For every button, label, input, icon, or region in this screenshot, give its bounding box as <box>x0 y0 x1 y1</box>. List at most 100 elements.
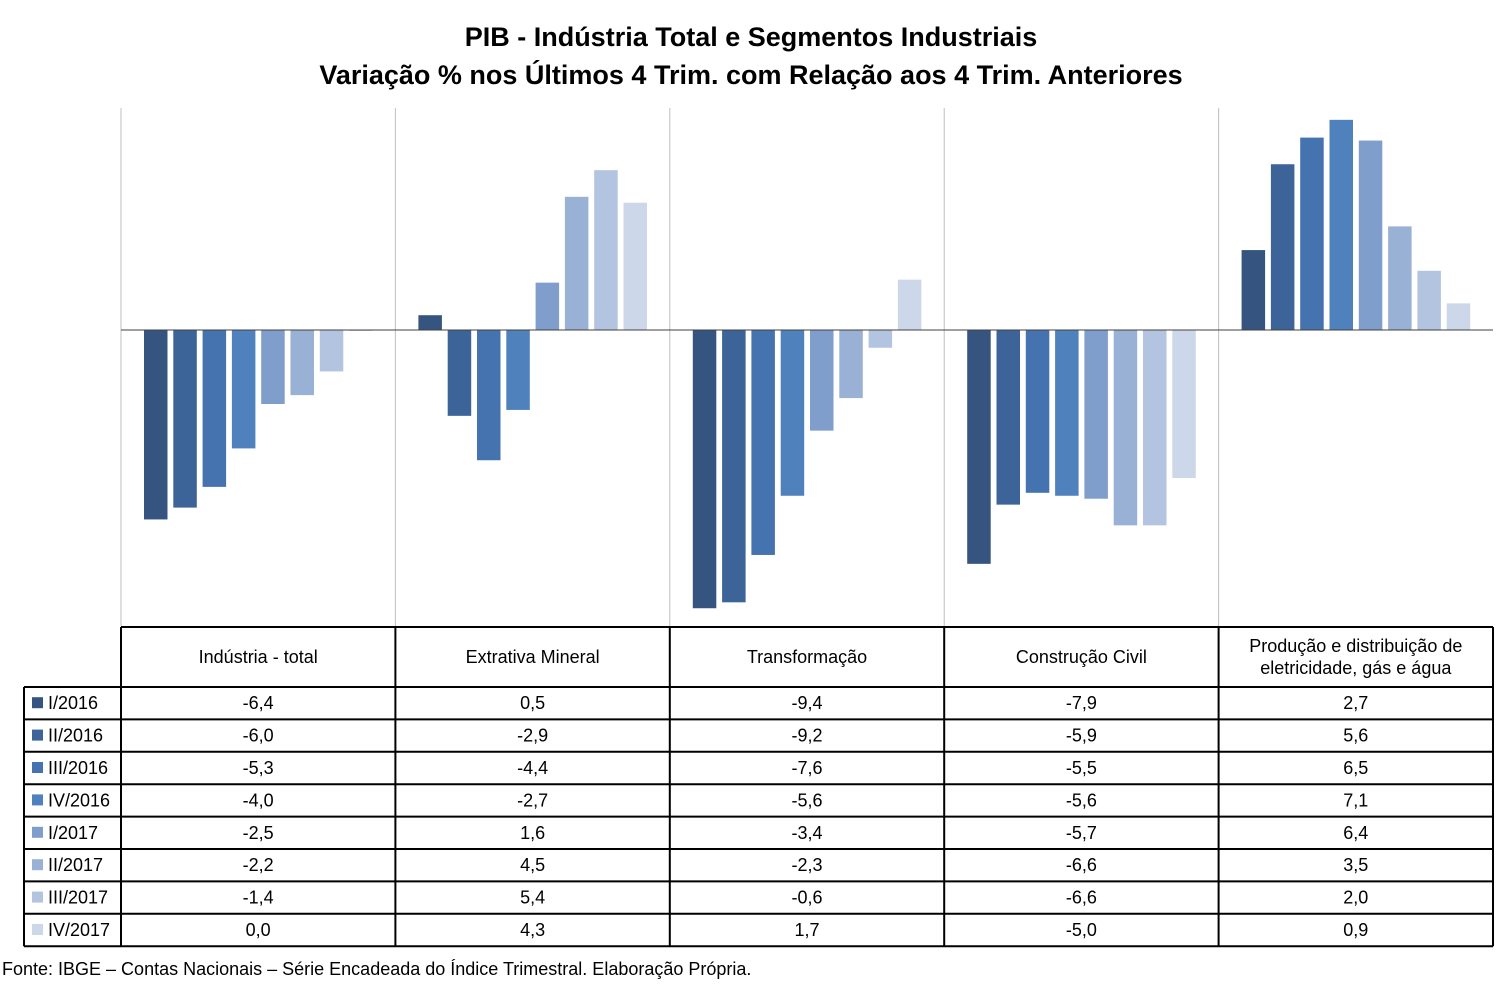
data-value-i-2017-industria-total: -2,5 <box>243 823 274 843</box>
bar-iv-2017-construcao-civil <box>1172 330 1196 478</box>
data-value-iv-2016-extrativa-mineral: -2,7 <box>517 790 548 810</box>
bar-ii-2016-extrativa-mineral <box>447 330 472 416</box>
legend-swatch-iii-2016 <box>32 762 43 773</box>
bar-i-2016-producao-e-distribuicao-de-eletricidade-gas-e-agua <box>1241 250 1266 330</box>
data-value-iv-2017-extrativa-mineral: 4,3 <box>520 920 545 940</box>
category-label: Construção Civil <box>1016 647 1147 667</box>
data-value-iv-2016-transformacao: -5,6 <box>791 790 822 810</box>
bar-i-2017-construcao-civil <box>1084 330 1108 499</box>
series-name-i-2017: I/2017 <box>48 823 98 843</box>
bar-i-2017-producao-e-distribuicao-de-eletricidade-gas-e-agua <box>1358 140 1383 330</box>
legend-swatch-ii-2017 <box>32 859 43 871</box>
bar-ii-2017-extrativa-mineral <box>564 196 589 330</box>
data-value-iii-2017-industria-total: -1,4 <box>243 888 274 908</box>
bar-ii-2017-producao-e-distribuicao-de-eletricidade-gas-e-agua <box>1388 226 1412 330</box>
bar-iv-2017-transformacao <box>897 279 922 330</box>
bar-iii-2017-transformacao <box>868 330 893 348</box>
bar-iv-2017-producao-e-distribuicao-de-eletricidade-gas-e-agua <box>1446 303 1471 330</box>
bar-ii-2016-industria-total <box>173 330 197 508</box>
bar-ii-2017-industria-total <box>290 330 314 396</box>
legend-swatch-iv-2016 <box>32 794 43 806</box>
data-value-iii-2017-producao-e-distribuicao-de-eletricidade-gas-e-agua: 2,0 <box>1343 888 1368 908</box>
bar-i-2017-transformacao <box>810 330 834 431</box>
bar-iv-2017-extrativa-mineral <box>623 202 647 330</box>
data-value-i-2016-producao-e-distribuicao-de-eletricidade-gas-e-agua: 2,7 <box>1343 693 1368 713</box>
bar-iii-2016-extrativa-mineral <box>477 330 501 461</box>
category-label: Indústria - total <box>199 647 318 667</box>
data-value-ii-2016-extrativa-mineral: -2,9 <box>517 726 548 746</box>
bar-iv-2016-extrativa-mineral <box>506 330 530 410</box>
data-value-i-2016-transformacao: -9,4 <box>791 693 822 713</box>
chart-title-block: PIB - Indústria Total e Segmentos Indust… <box>0 18 1502 94</box>
series-name-i-2016: I/2016 <box>48 693 98 713</box>
series-name-ii-2016: II/2016 <box>48 726 103 746</box>
category-label: Produção e distribuição de <box>1249 636 1462 656</box>
data-value-ii-2017-producao-e-distribuicao-de-eletricidade-gas-e-agua: 3,5 <box>1343 855 1368 875</box>
bar-iii-2016-industria-total <box>202 330 227 487</box>
data-value-i-2017-construcao-civil: -5,7 <box>1066 823 1097 843</box>
bar-i-2017-extrativa-mineral <box>535 282 560 330</box>
data-value-ii-2017-transformacao: -2,3 <box>791 855 822 875</box>
bar-iii-2017-industria-total <box>319 330 344 372</box>
chart-svg: Indústria - total Extrativa Mineral Transf… <box>23 108 1494 948</box>
bar-ii-2017-transformacao <box>839 330 863 399</box>
bar-i-2017-industria-total <box>261 330 285 404</box>
bar-ii-2016-construcao-civil <box>996 330 1020 505</box>
series-name-ii-2017: II/2017 <box>48 855 103 875</box>
data-value-iii-2016-extrativa-mineral: -4,4 <box>517 758 548 778</box>
data-value-ii-2017-construcao-civil: -6,6 <box>1066 855 1097 875</box>
series-name-iii-2017: III/2017 <box>48 888 108 908</box>
data-value-iv-2016-industria-total: -4,0 <box>243 790 274 810</box>
bar-i-2016-industria-total <box>144 330 168 520</box>
data-value-ii-2017-industria-total: -2,2 <box>243 855 274 875</box>
chart-title: PIB - Indústria Total e Segmentos Indust… <box>464 22 1038 52</box>
bar-i-2016-construcao-civil <box>967 330 991 564</box>
bar-iii-2016-construcao-civil <box>1025 330 1050 493</box>
bar-iv-2016-transformacao <box>780 330 805 496</box>
bar-iii-2016-producao-e-distribuicao-de-eletricidade-gas-e-agua <box>1300 137 1324 330</box>
data-value-i-2016-industria-total: -6,4 <box>243 693 274 713</box>
series-name-iv-2017: IV/2017 <box>48 920 110 940</box>
bar-i-2016-transformacao <box>692 330 717 609</box>
data-value-ii-2016-construcao-civil: -5,9 <box>1066 726 1097 746</box>
data-value-i-2017-producao-e-distribuicao-de-eletricidade-gas-e-agua: 6,4 <box>1343 823 1368 843</box>
data-value-i-2016-extrativa-mineral: 0,5 <box>520 693 545 713</box>
data-value-i-2017-extrativa-mineral: 1,6 <box>520 823 545 843</box>
source-note: Fonte: IBGE – Contas Nacionais – Série E… <box>2 959 752 979</box>
bar-iv-2016-industria-total <box>231 330 256 449</box>
series-name-iv-2016: IV/2016 <box>48 790 110 810</box>
data-value-i-2016-construcao-civil: -7,9 <box>1066 693 1097 713</box>
bar-iv-2016-construcao-civil <box>1055 330 1079 496</box>
legend-swatch-ii-2016 <box>32 729 43 741</box>
bar-iii-2017-construcao-civil <box>1143 330 1167 526</box>
bar-ii-2017-construcao-civil <box>1113 330 1138 526</box>
bar-ii-2016-transformacao <box>722 330 746 603</box>
legend-swatch-i-2017 <box>32 826 43 838</box>
data-value-iii-2017-transformacao: -0,6 <box>791 888 822 908</box>
bar-iii-2017-extrativa-mineral <box>594 170 618 330</box>
data-value-iii-2016-industria-total: -5,3 <box>243 758 274 778</box>
bar-i-2016-extrativa-mineral <box>418 315 442 330</box>
data-value-iv-2017-construcao-civil: -5,0 <box>1066 920 1097 940</box>
data-value-iv-2016-construcao-civil: -5,6 <box>1066 790 1097 810</box>
category-label: Extrativa Mineral <box>466 647 600 667</box>
data-value-iv-2017-transformacao: 1,7 <box>794 920 819 940</box>
legend-swatch-i-2016 <box>32 697 43 709</box>
data-value-ii-2016-producao-e-distribuicao-de-eletricidade-gas-e-agua: 5,6 <box>1343 726 1368 746</box>
bar-ii-2016-producao-e-distribuicao-de-eletricidade-gas-e-agua <box>1270 164 1295 330</box>
data-value-ii-2016-transformacao: -9,2 <box>791 726 822 746</box>
bar-iii-2016-transformacao <box>751 330 775 555</box>
data-value-iii-2017-extrativa-mineral: 5,4 <box>520 888 545 908</box>
data-value-iii-2016-construcao-civil: -5,5 <box>1066 758 1097 778</box>
data-value-iii-2016-transformacao: -7,6 <box>791 758 822 778</box>
category-label: eletricidade, gás e água <box>1260 658 1452 678</box>
legend-swatch-iii-2017 <box>32 891 43 903</box>
data-value-iv-2017-industria-total: 0,0 <box>246 920 271 940</box>
series-name-iii-2016: III/2016 <box>48 758 108 778</box>
chart-subtitle: Variação % nos Últimos 4 Trim. com Relaç… <box>319 60 1183 90</box>
data-value-i-2017-transformacao: -3,4 <box>791 823 822 843</box>
data-value-iii-2017-construcao-civil: -6,6 <box>1066 888 1097 908</box>
bar-iv-2016-producao-e-distribuicao-de-eletricidade-gas-e-agua <box>1329 119 1353 330</box>
data-value-iv-2017-producao-e-distribuicao-de-eletricidade-gas-e-agua: 0,9 <box>1343 920 1368 940</box>
category-label: Transformação <box>747 647 867 667</box>
